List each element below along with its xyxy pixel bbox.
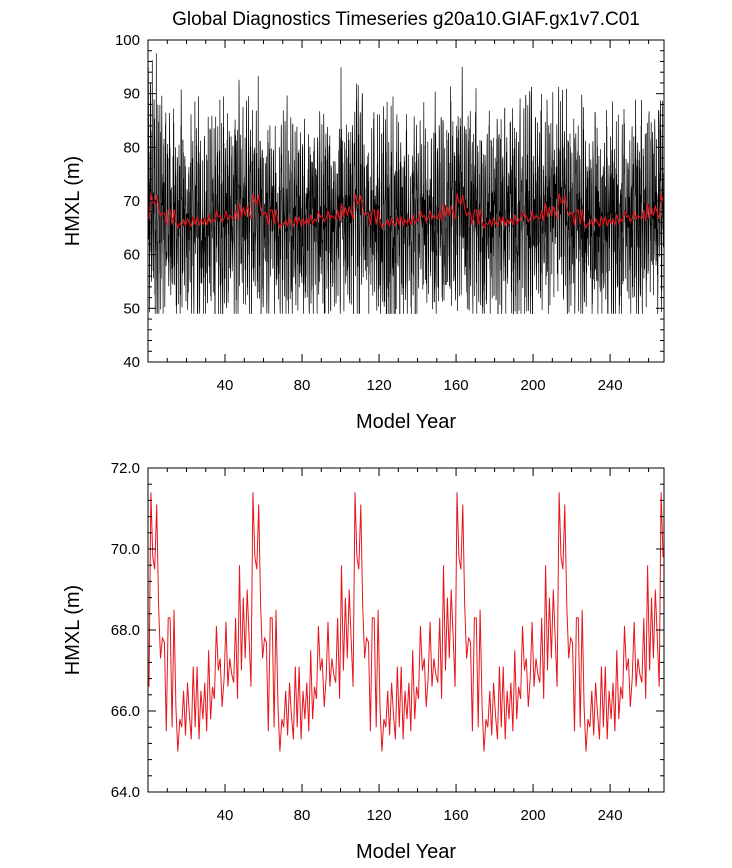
x-tick-label: 120: [367, 807, 392, 824]
bottom-panel-y-axis-label: HMXL (m): [62, 585, 84, 675]
chart-title: Global Diagnostics Timeseries g20a10.GIA…: [172, 9, 640, 30]
top-panel: 40 80 120 160 200 240 40 50 60 70 80 90 100 Model Y…: [62, 32, 665, 433]
y-tick-label: 64.0: [111, 784, 140, 801]
bottom-panel-y-tick-labels: 64.0 66.0 68.0 70.0 72.0: [111, 460, 140, 801]
bottom-panel-x-axis-label: Model Year: [356, 841, 456, 863]
top-panel-ticks: [147, 39, 664, 363]
x-tick-label: 120: [367, 377, 392, 394]
x-tick-label: 40: [217, 807, 234, 824]
x-tick-label: 40: [217, 377, 234, 394]
top-panel-y-tick-labels: 40 50 60 70 80 90 100: [115, 32, 140, 371]
annual-mean-series-line: [148, 193, 664, 230]
y-tick-label: 60: [123, 247, 140, 264]
y-tick-label: 80: [123, 139, 140, 156]
monthly-series-line: [147, 53, 665, 315]
y-tick-label: 70: [123, 193, 140, 210]
bottom-panel: 40 80 120 160 200 240 64.0 66.0 68.0 70.0 72.0 Mo…: [62, 460, 665, 863]
x-tick-label: 160: [444, 807, 469, 824]
y-tick-label: 66.0: [111, 703, 140, 720]
x-tick-label: 80: [294, 377, 311, 394]
x-tick-label: 240: [598, 377, 623, 394]
bottom-panel-ticks: [147, 467, 664, 793]
x-tick-label: 160: [444, 377, 469, 394]
y-tick-label: 68.0: [111, 622, 140, 639]
y-tick-label: 50: [123, 300, 140, 317]
top-panel-y-axis-label: HMXL (m): [62, 156, 84, 246]
x-tick-label: 200: [521, 807, 546, 824]
top-panel-x-axis-label: Model Year: [356, 411, 456, 433]
annual-mean-series-line: [148, 492, 664, 752]
x-tick-label: 200: [521, 377, 546, 394]
y-tick-label: 70.0: [111, 541, 140, 558]
x-tick-label: 80: [294, 807, 311, 824]
y-tick-label: 72.0: [111, 460, 140, 477]
y-tick-label: 40: [123, 354, 140, 371]
top-panel-x-tick-labels: 40 80 120 160 200 240: [217, 377, 623, 394]
bottom-panel-x-tick-labels: 40 80 120 160 200 240: [217, 807, 623, 824]
top-panel-series: [147, 53, 665, 315]
x-tick-label: 240: [598, 807, 623, 824]
y-tick-label: 90: [123, 86, 140, 103]
y-tick-label: 100: [115, 32, 140, 49]
bottom-panel-series: [148, 492, 664, 752]
